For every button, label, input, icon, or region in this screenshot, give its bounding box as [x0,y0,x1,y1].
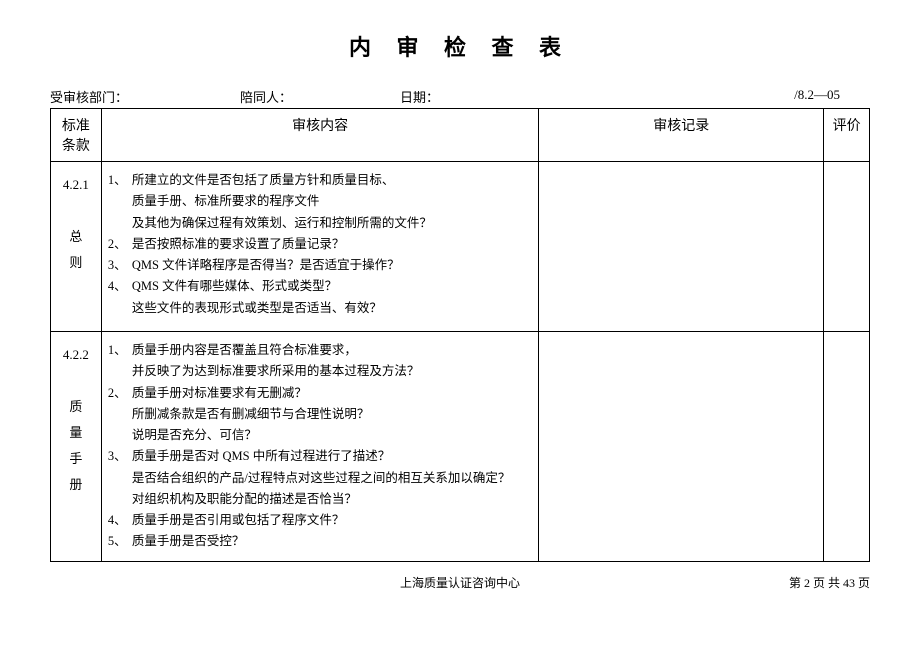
item-number: 5、 [108,531,132,552]
item-text: 质量手册是否引用或包括了程序文件？ [132,510,532,531]
item-number: 4、 [108,510,132,531]
accompany-label: 陪同人： [240,87,400,106]
table-header-row: 标准条款 审核内容 审核记录 评价 [51,109,870,162]
content-cell: 1、质量手册内容是否覆盖且符合标准要求，并反映了为达到标准要求所采用的基本过程及… [101,332,538,562]
content-item: 2、质量手册对标准要求有无删减？ [108,383,532,404]
item-subtext: 对组织机构及职能分配的描述是否恰当？ [108,489,532,510]
item-text: 质量手册是否受控？ [132,531,532,552]
footer-right: 第 2 页 共 43 页 [730,574,870,591]
item-text: 所建立的文件是否包括了质量方针和质量目标、 [132,170,532,191]
item-text: QMS 文件详略程序是否得当？是否适宜于操作？ [132,255,532,276]
col-header-content: 审核内容 [101,109,538,162]
content-item: 4、QMS 文件有哪些媒体、形式或类型？ [108,276,532,297]
col-header-record: 审核记录 [539,109,824,162]
item-text: 质量手册内容是否覆盖且符合标准要求， [132,340,532,361]
item-text: 是否按照标准的要求设置了质量记录？ [132,234,532,255]
item-number: 4、 [108,276,132,297]
eval-cell [824,162,870,332]
item-text: 质量手册是否对 QMS 中所有过程进行了描述？ [132,446,532,467]
item-subtext: 质量手册、标准所要求的程序文件 [108,191,532,212]
content-cell: 1、所建立的文件是否包括了质量方针和质量目标、质量手册、标准所要求的程序文件及其… [101,162,538,332]
table-row: 4.2.2质量手册1、质量手册内容是否覆盖且符合标准要求，并反映了为达到标准要求… [51,332,870,562]
content-item: 5、质量手册是否受控？ [108,531,532,552]
item-text: 质量手册对标准要求有无删减？ [132,383,532,404]
item-text: QMS 文件有哪些媒体、形式或类型？ [132,276,532,297]
date-label: 日期： [400,87,540,106]
col-header-eval: 评价 [824,109,870,162]
clause-cell: 4.2.2质量手册 [51,332,102,562]
content-item: 3、质量手册是否对 QMS 中所有过程进行了描述？ [108,446,532,467]
eval-cell [824,332,870,562]
item-subtext: 这些文件的表现形式或类型是否适当、有效？ [108,298,532,319]
content-item: 1、质量手册内容是否覆盖且符合标准要求， [108,340,532,361]
item-subtext: 所删减条款是否有删减细节与合理性说明？ [108,404,532,425]
dept-label: 受审核部门： [50,87,240,106]
col-header-standard: 标准条款 [51,109,102,162]
audit-table: 标准条款 审核内容 审核记录 评价 4.2.1总则1、所建立的文件是否包括了质量… [50,108,870,562]
item-number: 1、 [108,340,132,361]
content-item: 1、所建立的文件是否包括了质量方针和质量目标、 [108,170,532,191]
content-item: 3、QMS 文件详略程序是否得当？是否适宜于操作？ [108,255,532,276]
item-subtext: 是否结合组织的产品/过程特点对这些过程之间的相互关系加以确定？ [108,468,532,489]
item-subtext: 及其他为确保过程有效策划、运行和控制所需的文件？ [108,213,532,234]
item-number: 3、 [108,255,132,276]
page-footer: 上海质量认证咨询中心 第 2 页 共 43 页 [50,574,870,591]
footer-center: 上海质量认证咨询中心 [190,574,730,591]
form-code: /8.2—05 [540,87,870,106]
item-number: 3、 [108,446,132,467]
item-subtext: 说明是否充分、可信？ [108,425,532,446]
page-title: 内 审 检 查 表 [50,30,870,62]
table-row: 4.2.1总则1、所建立的文件是否包括了质量方针和质量目标、质量手册、标准所要求… [51,162,870,332]
header-fields: 受审核部门： 陪同人： 日期： /8.2—05 [50,87,870,106]
item-subtext: 并反映了为达到标准要求所采用的基本过程及方法？ [108,361,532,382]
content-item: 2、是否按照标准的要求设置了质量记录？ [108,234,532,255]
clause-cell: 4.2.1总则 [51,162,102,332]
item-number: 2、 [108,234,132,255]
content-item: 4、质量手册是否引用或包括了程序文件？ [108,510,532,531]
item-number: 2、 [108,383,132,404]
record-cell [539,332,824,562]
item-number: 1、 [108,170,132,191]
record-cell [539,162,824,332]
